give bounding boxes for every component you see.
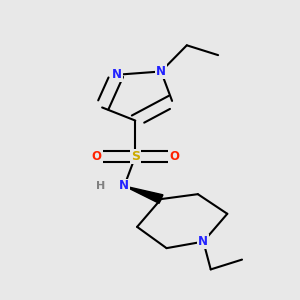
Text: N: N [119,179,129,193]
Text: O: O [169,150,179,163]
Text: H: H [96,181,105,191]
Text: S: S [131,150,140,163]
Text: N: N [198,235,208,248]
Text: N: N [156,65,166,78]
Polygon shape [124,186,163,203]
Text: O: O [92,150,102,163]
Text: N: N [112,68,122,81]
